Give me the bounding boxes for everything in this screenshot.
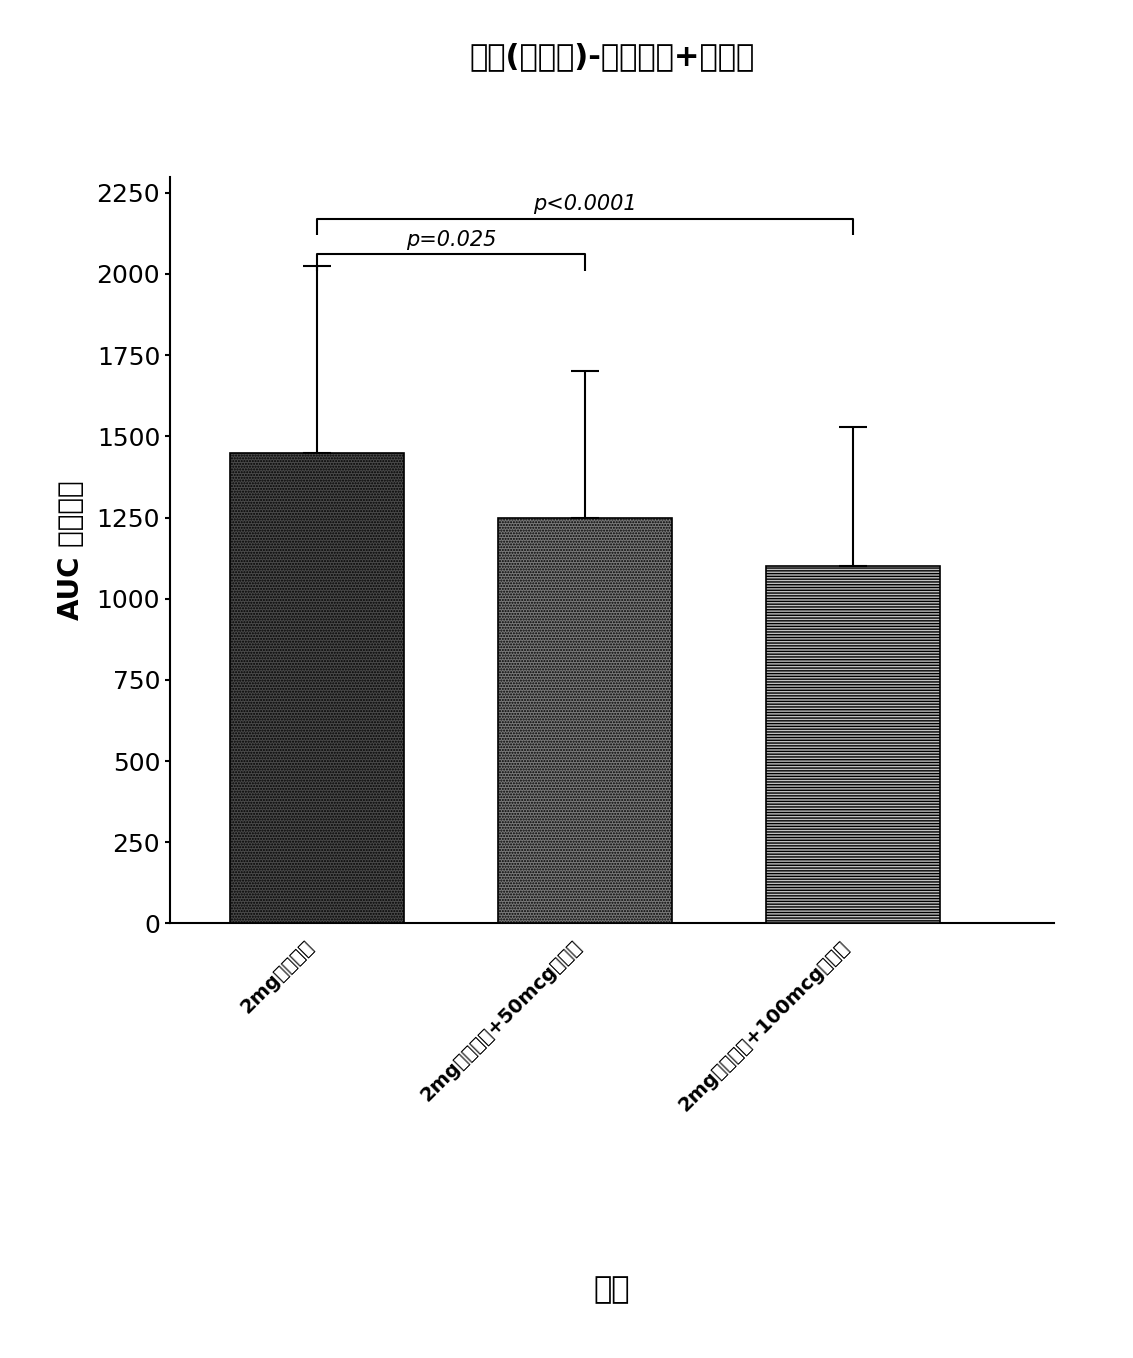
Bar — [766, 566, 940, 923]
Text: p<0.0001: p<0.0001 — [534, 194, 637, 213]
Bar — [230, 452, 404, 923]
Bar — [499, 517, 672, 923]
Text: 2mg奥椔布宁: 2mg奥椔布宁 — [237, 937, 317, 1017]
Y-axis label: AUC 唠液分泌: AUC 唠液分泌 — [58, 481, 85, 619]
Text: p=0.025: p=0.025 — [406, 230, 496, 250]
Text: 2mg奥椔布宁+100mcg可乐定: 2mg奥椔布宁+100mcg可乐定 — [675, 937, 853, 1115]
Text: 剂量: 剂量 — [594, 1275, 630, 1304]
Text: 2mg奥椔布宁+50mcg可乐定: 2mg奥椔布宁+50mcg可乐定 — [417, 937, 585, 1105]
Title: 唠液(刺激的)-奥昔布宁+可乐定: 唠液(刺激的)-奥昔布宁+可乐定 — [469, 42, 755, 72]
